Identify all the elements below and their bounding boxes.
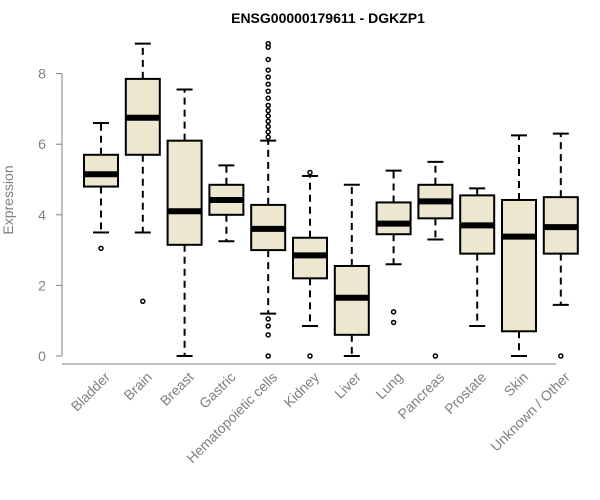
outlier-point bbox=[265, 134, 271, 140]
box-pancreas bbox=[417, 160, 454, 359]
box-bladder bbox=[83, 122, 119, 252]
outlier-point bbox=[265, 118, 271, 125]
outlier-point bbox=[98, 245, 104, 252]
x-tick-label: Brain bbox=[120, 369, 154, 403]
box-iqr bbox=[375, 201, 412, 236]
outlier-point bbox=[265, 74, 271, 80]
x-tick-label: Kidney bbox=[281, 369, 323, 411]
box-gastric bbox=[208, 164, 245, 243]
x-tick-label: Skin bbox=[501, 369, 532, 400]
outlier-point bbox=[265, 113, 271, 119]
outlier-point bbox=[265, 81, 271, 87]
x-tick-label: Bladder bbox=[68, 369, 114, 415]
outlier-point bbox=[307, 169, 313, 176]
outlier-point bbox=[432, 353, 439, 359]
outlier-point bbox=[265, 95, 271, 102]
x-tick-label: Prostate bbox=[441, 369, 489, 417]
box-unknown-other bbox=[542, 132, 579, 359]
y-tick-label: 4 bbox=[38, 207, 46, 223]
x-tick-label: Unknown / Other bbox=[487, 369, 573, 455]
box-iqr bbox=[501, 198, 537, 333]
y-tick-label: 0 bbox=[38, 348, 46, 364]
box-liver bbox=[333, 183, 370, 357]
box-skin bbox=[501, 134, 537, 357]
outlier-point bbox=[265, 323, 271, 329]
x-tick-label: Lung bbox=[372, 369, 405, 402]
x-tick-label: Breast bbox=[157, 369, 197, 409]
outlier-point bbox=[265, 129, 271, 135]
y-tick-label: 8 bbox=[38, 66, 46, 82]
outlier-point bbox=[265, 102, 271, 109]
box-prostate bbox=[459, 187, 496, 327]
boxes bbox=[83, 40, 579, 359]
outlier-point bbox=[140, 298, 146, 305]
outlier-point bbox=[558, 353, 564, 359]
box-kidney bbox=[292, 169, 328, 359]
axes: 0 2 4 6 8 bbox=[38, 66, 556, 365]
box-lung bbox=[375, 169, 412, 326]
outlier-point bbox=[265, 88, 271, 94]
outlier-point bbox=[265, 353, 271, 359]
outlier-point bbox=[265, 56, 271, 63]
y-axis-label: Expression bbox=[0, 165, 16, 234]
chart-title: ENSG00000179611 - DGKZP1 bbox=[231, 10, 425, 26]
outlier-point bbox=[265, 123, 271, 130]
box-breast bbox=[166, 88, 203, 357]
box-hematopoietic-cells bbox=[250, 40, 287, 359]
x-tick-label: Liver bbox=[331, 369, 364, 402]
outlier-point bbox=[265, 316, 271, 322]
box-iqr bbox=[83, 153, 119, 188]
outlier-point bbox=[265, 332, 271, 338]
outlier-point bbox=[265, 107, 271, 114]
y-tick-label: 6 bbox=[38, 136, 46, 152]
box-brain bbox=[124, 42, 161, 305]
y-tick-label: 2 bbox=[38, 277, 46, 293]
outlier-point bbox=[390, 309, 397, 315]
outlier-point bbox=[265, 40, 271, 47]
outlier-point bbox=[307, 353, 313, 359]
box-iqr bbox=[166, 139, 203, 246]
outlier-point bbox=[265, 67, 271, 73]
outlier-point bbox=[390, 319, 397, 326]
